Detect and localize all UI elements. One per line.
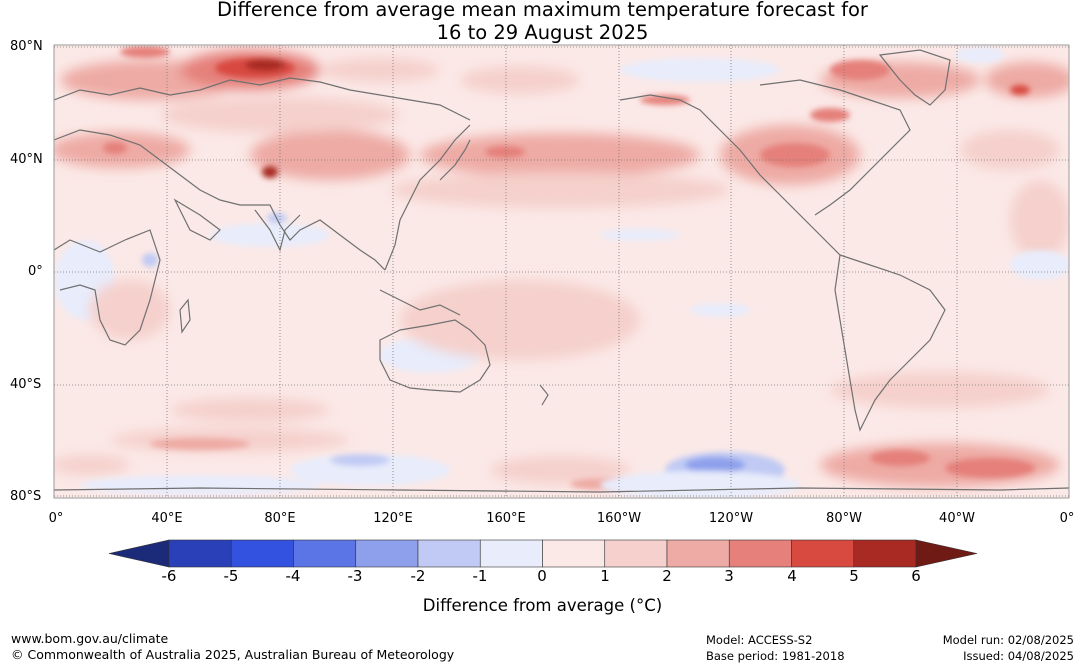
colorbar-title: Difference from average (°C) [422,596,663,615]
lon-label-80e: 80°E [264,511,296,526]
footer-model-run: Model run: 02/08/2025 [942,633,1074,647]
footer-model: Model: ACCESS-S2 [706,633,813,647]
colorbar-segment [542,539,606,568]
lon-label-40w: 40°W [939,511,975,526]
anomaly-field [54,45,1069,498]
colorbar-tick: 1 [600,567,610,585]
colorbar-segment [355,539,419,568]
lon-label-0-left: 0° [48,511,64,526]
colorbar-tick: -2 [410,567,426,585]
colorbar-tick: -5 [223,567,239,585]
colorbar-segment [479,539,543,568]
lat-label-eq: 0° [28,264,43,279]
colorbar-tick: -6 [161,567,177,585]
footer-base-period: Base period: 1981-2018 [706,649,845,663]
colorbar-tick: 5 [849,567,859,585]
title-line-2: 16 to 29 August 2025 [436,21,649,44]
colorbar-tick: -3 [347,567,363,585]
footer-url[interactable]: www.bom.gov.au/climate [11,631,169,646]
footer-issued: Issued: 04/08/2025 [963,649,1074,663]
colorbar-segment [728,539,792,568]
lon-label-120e: 120°E [373,511,413,526]
lon-label-160e: 160°E [486,511,526,526]
colorbar-segment [791,539,855,568]
colorbar-extend-high [915,539,978,568]
lon-label-40e: 40°E [151,511,183,526]
lat-label-80s: 80°S [10,489,42,504]
colorbar-segment [853,539,917,568]
lat-label-40n: 40°N [10,152,43,167]
colorbar-tick: 0 [537,567,547,585]
map-title: Difference from average mean maximum tem… [0,0,1085,44]
colorbar-segment [417,539,481,568]
colorbar-tick: 2 [662,567,672,585]
lat-label-80n: 80°N [10,39,43,54]
colorbar-tick: -1 [472,567,488,585]
colorbar-segment [604,539,668,568]
lon-label-80w: 80°W [826,511,862,526]
footer-copyright: © Commonwealth of Australia 2025, Austra… [11,647,455,662]
colorbar-tick: -4 [285,567,301,585]
colorbar-tick: 6 [911,567,921,585]
lon-label-160w: 160°W [596,511,642,526]
lon-label-0-right: 0° [1059,511,1075,526]
lat-label-40s: 40°S [10,377,42,392]
lon-label-120w: 120°W [708,511,754,526]
colorbar-segment [666,539,730,568]
colorbar-tick: 4 [787,567,797,585]
title-line-1: Difference from average mean maximum tem… [217,0,868,21]
colorbar [108,539,978,568]
graticule [54,45,1069,498]
colorbar-segment [230,539,294,568]
colorbar-tick: 3 [724,567,734,585]
colorbar-segment [168,539,232,568]
colorbar-extend-low [108,539,170,568]
map-frame [53,44,1070,499]
colorbar-segment [293,539,357,568]
